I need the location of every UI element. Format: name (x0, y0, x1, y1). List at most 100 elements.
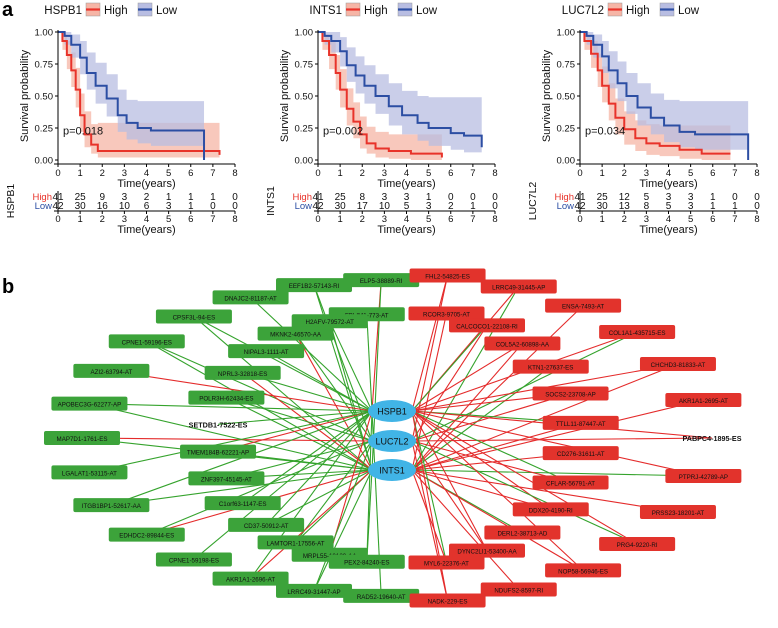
node-right (449, 543, 525, 558)
y-tick-label: 0.00 (557, 156, 576, 167)
node-left-label: CPNE1-59198-ES (169, 558, 219, 565)
node-left-label: EEF1B2-57143-RI (289, 283, 340, 290)
legend-title: LUC7L2 (562, 5, 604, 17)
node-right (408, 306, 485, 321)
node-right (545, 298, 622, 313)
x-tick-label: 6 (188, 168, 193, 179)
node-left (212, 290, 289, 305)
node-right (639, 505, 716, 520)
node-right-label: CHCHD3-81833-AT (651, 362, 706, 369)
node-right (409, 593, 486, 608)
risk-x-tick-label: 8 (232, 214, 237, 225)
edge (265, 469, 373, 526)
node-right-label: AKR1A1-2695-AT (679, 398, 728, 405)
edge (313, 440, 373, 592)
x-tick-label: 8 (492, 168, 497, 179)
node-left (212, 571, 289, 586)
x-tick-label: 4 (144, 168, 149, 179)
edge (411, 469, 584, 571)
risk-high-count: 1 (166, 192, 172, 203)
hub-luc7l2-label: LUC7L2 (375, 437, 408, 447)
risk-x-axis-title: Time(years) (117, 224, 175, 236)
x-axis-title: Time(years) (377, 178, 435, 190)
edge (242, 410, 373, 504)
edge (226, 397, 373, 471)
risk-low-label: Low (295, 201, 313, 212)
risk-x-tick-label: 3 (644, 214, 649, 225)
node-left-label: C1orf63-1147-ES (219, 501, 267, 508)
risk-low-count: 3 (688, 201, 694, 212)
edge (226, 397, 373, 442)
risk-high-count: 8 (359, 192, 365, 203)
node-right-label: SOCS2-23708-AP (545, 392, 596, 399)
x-tick-label: 3 (382, 168, 387, 179)
edge (366, 469, 373, 562)
risk-high-count: 3 (666, 192, 672, 203)
node-left (343, 588, 420, 603)
survival-line-high (318, 31, 443, 158)
risk-x-tick-label: 4 (666, 214, 671, 225)
risk-low-count: 13 (619, 201, 631, 212)
node-left (257, 535, 334, 550)
x-tick-label: 2 (100, 168, 105, 179)
y-tick-label: 0.75 (557, 60, 576, 71)
y-axis-title: Survival probability (541, 49, 553, 142)
node-right (545, 563, 622, 578)
node-left (328, 554, 405, 569)
panel-label-b: b (2, 276, 14, 298)
hub-luc7l2 (368, 430, 416, 452)
node-left-label: AKR1A1-2696-AT (226, 577, 275, 584)
node-right-label: TTLL11-87447-AT (556, 421, 606, 428)
risk-low-count: 0 (754, 201, 760, 212)
node-left-label: AZI2-63794-AT (90, 369, 132, 376)
node-right (512, 502, 589, 517)
node-left (73, 363, 150, 378)
x-axis-title: Time(years) (117, 178, 175, 190)
node-right (665, 392, 742, 407)
x-tick-label: 1 (337, 168, 342, 179)
risk-x-tick-label: 3 (122, 214, 127, 225)
risk-x-tick-label: 6 (188, 214, 193, 225)
node-right-label: ENSA-7493-AT (562, 304, 604, 311)
edge (411, 305, 584, 471)
edge (411, 410, 584, 571)
risk-x-tick-label: 2 (100, 214, 105, 225)
x-tick-label: 3 (122, 168, 127, 179)
edge (218, 410, 373, 425)
node-right-label: DYNC2LI1-53400-AA (457, 549, 517, 556)
risk-low-count: 42 (574, 201, 586, 212)
edge (366, 314, 373, 412)
network-panel: ELP5-38889-RIFBLIM1-773-ATEEF1B2-57143-R… (44, 268, 742, 608)
node-left-label: ELP5-38889-RI (360, 278, 403, 285)
edge (193, 410, 373, 560)
x-tick-label: 2 (622, 168, 627, 179)
x-tick-label: 4 (404, 168, 409, 179)
edge (193, 315, 373, 412)
node-right-label: DDX20-4190-RI (529, 507, 573, 514)
risk-high-label: High (32, 192, 52, 203)
risk-x-tick-label: 5 (166, 214, 171, 225)
edge (295, 333, 373, 442)
risk-high-count: 0 (470, 192, 476, 203)
risk-table-gene: HSPB1 (5, 184, 17, 219)
legend-low-label: Low (678, 5, 700, 17)
edge (411, 410, 488, 551)
risk-high-label: High (292, 192, 312, 203)
risk-low-count: 30 (597, 201, 609, 212)
x-tick-label: 2 (360, 168, 365, 179)
risk-low-count: 1 (470, 201, 476, 212)
edge (265, 410, 373, 526)
risk-high-count: 25 (597, 192, 609, 203)
edge (250, 296, 373, 412)
risk-low-count: 3 (166, 201, 172, 212)
survival-line-high (58, 31, 221, 155)
x-tick-label: 5 (426, 168, 431, 179)
risk-low-count: 30 (75, 201, 87, 212)
y-tick-label: 0.00 (295, 156, 314, 167)
node-left (204, 365, 281, 380)
node-left (44, 431, 120, 445)
risk-high-count: 25 (335, 192, 347, 203)
node-left-label: EDHDC2-89844-ES (119, 533, 174, 540)
x-tick-label: 0 (55, 168, 60, 179)
risk-x-axis-title: Time(years) (639, 224, 697, 236)
